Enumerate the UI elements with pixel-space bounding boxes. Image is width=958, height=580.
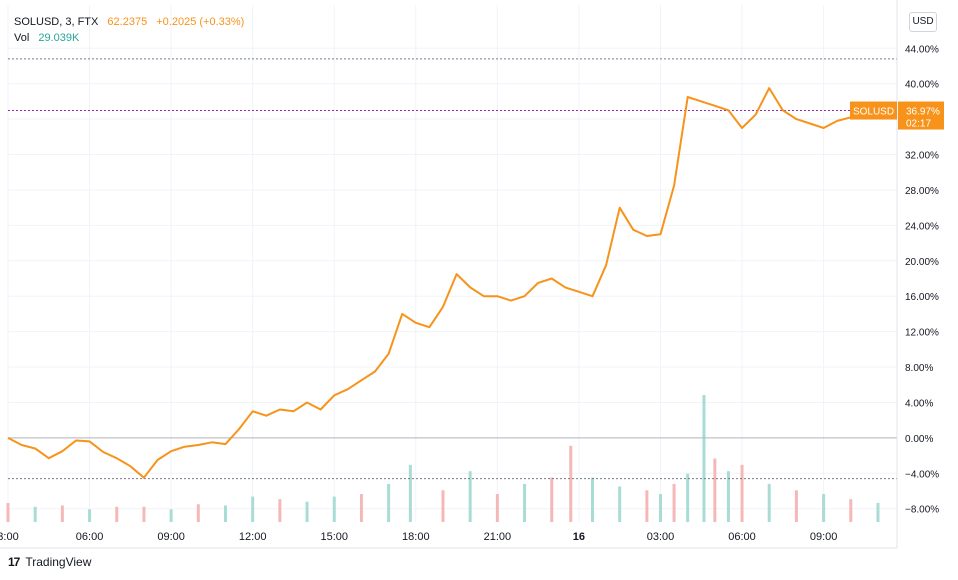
volume-bar xyxy=(196,504,200,522)
volume-bars xyxy=(6,395,880,522)
y-tick-label: 4.00% xyxy=(905,398,933,409)
y-tick-label: 8.00% xyxy=(905,363,933,374)
volume-value: 29.039K xyxy=(38,32,80,44)
symbol-tag-bg xyxy=(850,101,897,120)
symbol-tag-label: SOLUSD xyxy=(853,107,894,118)
brand-footer: 17 TradingView xyxy=(8,555,91,569)
x-tick-label: 15:00 xyxy=(320,531,348,543)
legend-main-row: SOLUSD, 3, FTX 62.2375 +0.2025 (+0.33%) xyxy=(14,14,244,30)
volume-bar xyxy=(740,464,744,522)
volume-bar xyxy=(591,477,595,522)
currency-button[interactable]: USD xyxy=(909,12,937,32)
chart-grid xyxy=(7,5,897,522)
y-tick-label: 44.00% xyxy=(905,44,939,55)
price-tag-countdown: 02:17 xyxy=(906,119,931,130)
volume-bar xyxy=(645,490,649,522)
x-tick-label: 16 xyxy=(573,531,585,543)
volume-bar xyxy=(618,486,622,522)
legend-volume-row: Vol 29.039K xyxy=(14,30,244,46)
volume-bar xyxy=(523,483,527,522)
volume-bar xyxy=(686,473,690,522)
volume-bar xyxy=(702,395,706,522)
price-tag-value: 36.97% xyxy=(906,107,940,118)
volume-bar xyxy=(115,506,119,522)
price-value: 62.2375 xyxy=(107,16,148,28)
x-tick-label: 18:00 xyxy=(402,531,430,543)
volume-bar xyxy=(169,509,173,522)
y-tick-label: 32.00% xyxy=(905,151,939,162)
y-tick-label: 28.00% xyxy=(905,186,939,197)
volume-bar xyxy=(876,502,880,522)
volume-bar xyxy=(88,509,92,522)
volume-bar xyxy=(672,483,676,522)
x-tick-label: 06:00 xyxy=(728,531,756,543)
volume-bar xyxy=(251,496,255,522)
last-price-tag: SOLUSD 36.97%02:17 xyxy=(850,101,944,130)
x-tick-label: 03:00 xyxy=(647,531,675,543)
volume-bar xyxy=(767,483,771,522)
brand-name: TradingView xyxy=(25,555,92,569)
y-tick-label: 24.00% xyxy=(905,221,939,232)
y-tick-label: −4.00% xyxy=(905,469,939,480)
volume-bar xyxy=(60,505,64,522)
volume-bar xyxy=(387,483,391,522)
volume-label[interactable]: Vol xyxy=(14,32,30,44)
y-tick-label: 16.00% xyxy=(905,292,939,303)
price-tag-bg xyxy=(898,101,944,130)
volume-bar xyxy=(278,499,282,522)
y-tick-label: −8.00% xyxy=(905,505,939,516)
volume-bar xyxy=(359,494,363,522)
volume-bar xyxy=(142,506,146,522)
x-tick-label: 09:00 xyxy=(810,531,838,543)
volume-bar xyxy=(713,458,717,522)
x-tick-label: 06:00 xyxy=(76,531,104,543)
change-value: +0.2025 (+0.33%) xyxy=(156,16,245,28)
volume-bar xyxy=(849,499,853,522)
price-line xyxy=(7,87,887,479)
volume-bar xyxy=(569,445,573,522)
axes: 44.00% 40.00% 32.00% 28.00% 24.00% 20.00% 16.0… xyxy=(0,0,939,549)
x-tick-label: 21:00 xyxy=(484,531,512,543)
y-tick-label: 12.00% xyxy=(905,328,939,339)
volume-bar xyxy=(305,501,309,522)
volume-bar xyxy=(332,496,336,522)
volume-bar xyxy=(223,505,227,522)
x-tick-label: 3:00 xyxy=(0,531,19,543)
volume-bar xyxy=(6,502,10,522)
volume-bar xyxy=(726,471,730,522)
x-tick-label: 09:00 xyxy=(157,531,185,543)
volume-bar xyxy=(441,490,445,522)
volume-bar xyxy=(468,471,472,522)
y-tick-label: 40.00% xyxy=(905,80,939,91)
volume-bar xyxy=(550,477,554,522)
volume-bar xyxy=(658,494,662,522)
volume-bar xyxy=(822,494,826,522)
price-line-layer xyxy=(7,87,887,479)
reference-lines xyxy=(8,58,897,480)
volume-bar xyxy=(33,506,37,522)
volume-bar xyxy=(408,464,412,522)
chart-legend: SOLUSD, 3, FTX 62.2375 +0.2025 (+0.33%) … xyxy=(14,14,244,46)
tradingview-logo-icon: 17 xyxy=(8,555,20,569)
volume-bar xyxy=(495,494,499,522)
y-tick-label: 0.00% xyxy=(905,434,933,445)
symbol-label[interactable]: SOLUSD, 3, FTX xyxy=(14,16,99,28)
y-tick-label: 20.00% xyxy=(905,257,939,268)
x-tick-label: 12:00 xyxy=(239,531,267,543)
volume-bar xyxy=(794,490,798,522)
